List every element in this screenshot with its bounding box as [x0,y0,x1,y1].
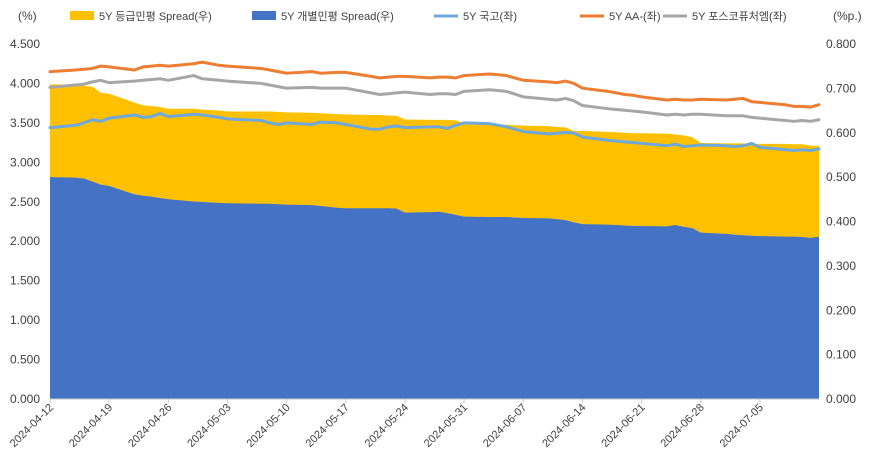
line-series-2 [48,60,821,109]
left-tick-label: 0.500 [10,353,40,367]
area-series-group [50,84,819,399]
left-axis-ticks: 0.000 0.500 1.000 1.500 2.000 2.500 3.000 3.500… [10,37,40,406]
legend-label: 5Y 국고(좌) [463,10,517,23]
right-tick-label: 0.600 [826,126,856,140]
left-tick-label: 4.500 [10,37,40,51]
legend-label: 5Y 포스코퓨처엠(좌) [692,10,786,23]
left-tick-label: 0.000 [10,392,40,406]
left-tick-label: 1.500 [10,274,40,288]
legend-label: 5Y AA-(좌) [609,10,661,23]
legend-swatch [252,11,276,20]
left-axis-label: (%) [18,9,37,23]
right-tick-label: 0.700 [826,81,856,95]
legend-label: 5Y 등급민평 Spread(우) [99,10,212,23]
legend-item-2: 5Y 개별민평 Spread(우) [252,10,394,23]
legend: 5Y 등급민평 Spread(우) 5Y 개별민평 Spread(우) 5Y 국고(… [70,10,786,23]
legend-swatch [70,11,94,20]
right-tick-label: 0.800 [826,37,856,51]
right-axis-label: (%p.) [833,9,862,23]
left-tick-label: 4.000 [10,76,40,90]
left-tick-label: 3.000 [10,155,40,169]
line-series-1 [48,111,821,152]
left-tick-label: 2.000 [10,234,40,248]
area-series-2 [50,177,819,399]
line-series-group [48,60,821,152]
legend-item-3: 5Y 국고(좌) [434,10,517,23]
right-tick-label: 0.400 [826,215,856,229]
legend-item-4: 5Y AA-(좌) [580,10,661,23]
right-tick-label: 0.300 [826,259,856,273]
right-tick-label: 0.500 [826,170,856,184]
line-series-3 [48,74,821,123]
right-axis-ticks: 0.000 0.100 0.200 0.300 0.400 0.500 0.600 0.700… [826,37,856,406]
legend-item-1: 5Y 등급민평 Spread(우) [70,10,212,23]
right-tick-label: 0.200 [826,303,856,317]
right-tick-label: 0.100 [826,348,856,362]
left-tick-label: 3.500 [10,116,40,130]
legend-item-5: 5Y 포스코퓨처엠(좌) [663,10,786,23]
right-tick-label: 0.000 [826,392,856,406]
legend-label: 5Y 개별민평 Spread(우) [281,10,394,23]
left-tick-label: 2.500 [10,195,40,209]
left-tick-label: 1.000 [10,313,40,327]
